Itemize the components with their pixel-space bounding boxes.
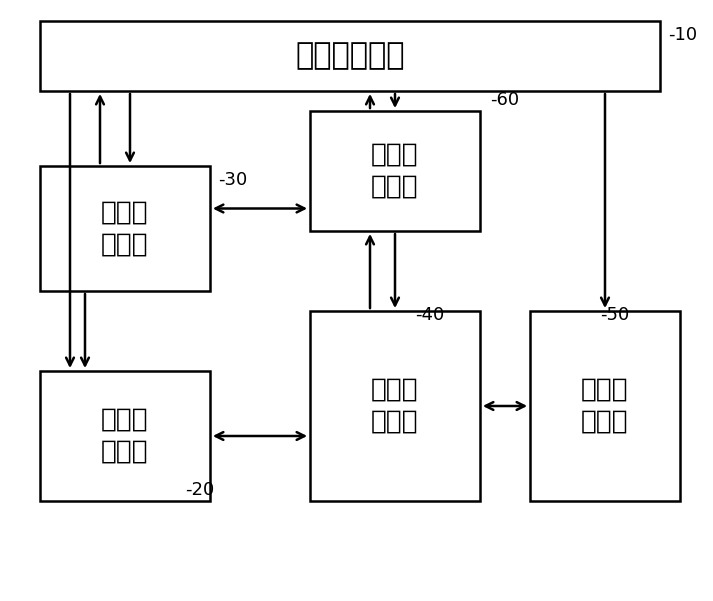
Text: -40: -40 (415, 306, 444, 324)
Bar (310, 111, 480, 231)
Text: 温度主控模块: 温度主控模块 (295, 41, 405, 70)
Text: 线圈液
冷环路: 线圈液 冷环路 (101, 407, 149, 465)
Bar (530, 311, 680, 501)
Text: 液温调
节装置: 液温调 节装置 (371, 142, 419, 200)
Bar (40, 21, 660, 91)
Text: -60: -60 (490, 91, 519, 109)
Bar (40, 166, 210, 291)
Text: -10: -10 (668, 26, 697, 44)
Bar (310, 311, 480, 501)
Text: -50: -50 (600, 306, 630, 324)
Text: -30: -30 (218, 171, 247, 189)
Text: 风冷换
能装置: 风冷换 能装置 (581, 377, 629, 435)
Text: -20: -20 (185, 481, 214, 499)
Text: 主机液
冷环路: 主机液 冷环路 (101, 200, 149, 257)
Text: 二次液
冷环路: 二次液 冷环路 (371, 377, 419, 435)
Bar (40, 371, 210, 501)
